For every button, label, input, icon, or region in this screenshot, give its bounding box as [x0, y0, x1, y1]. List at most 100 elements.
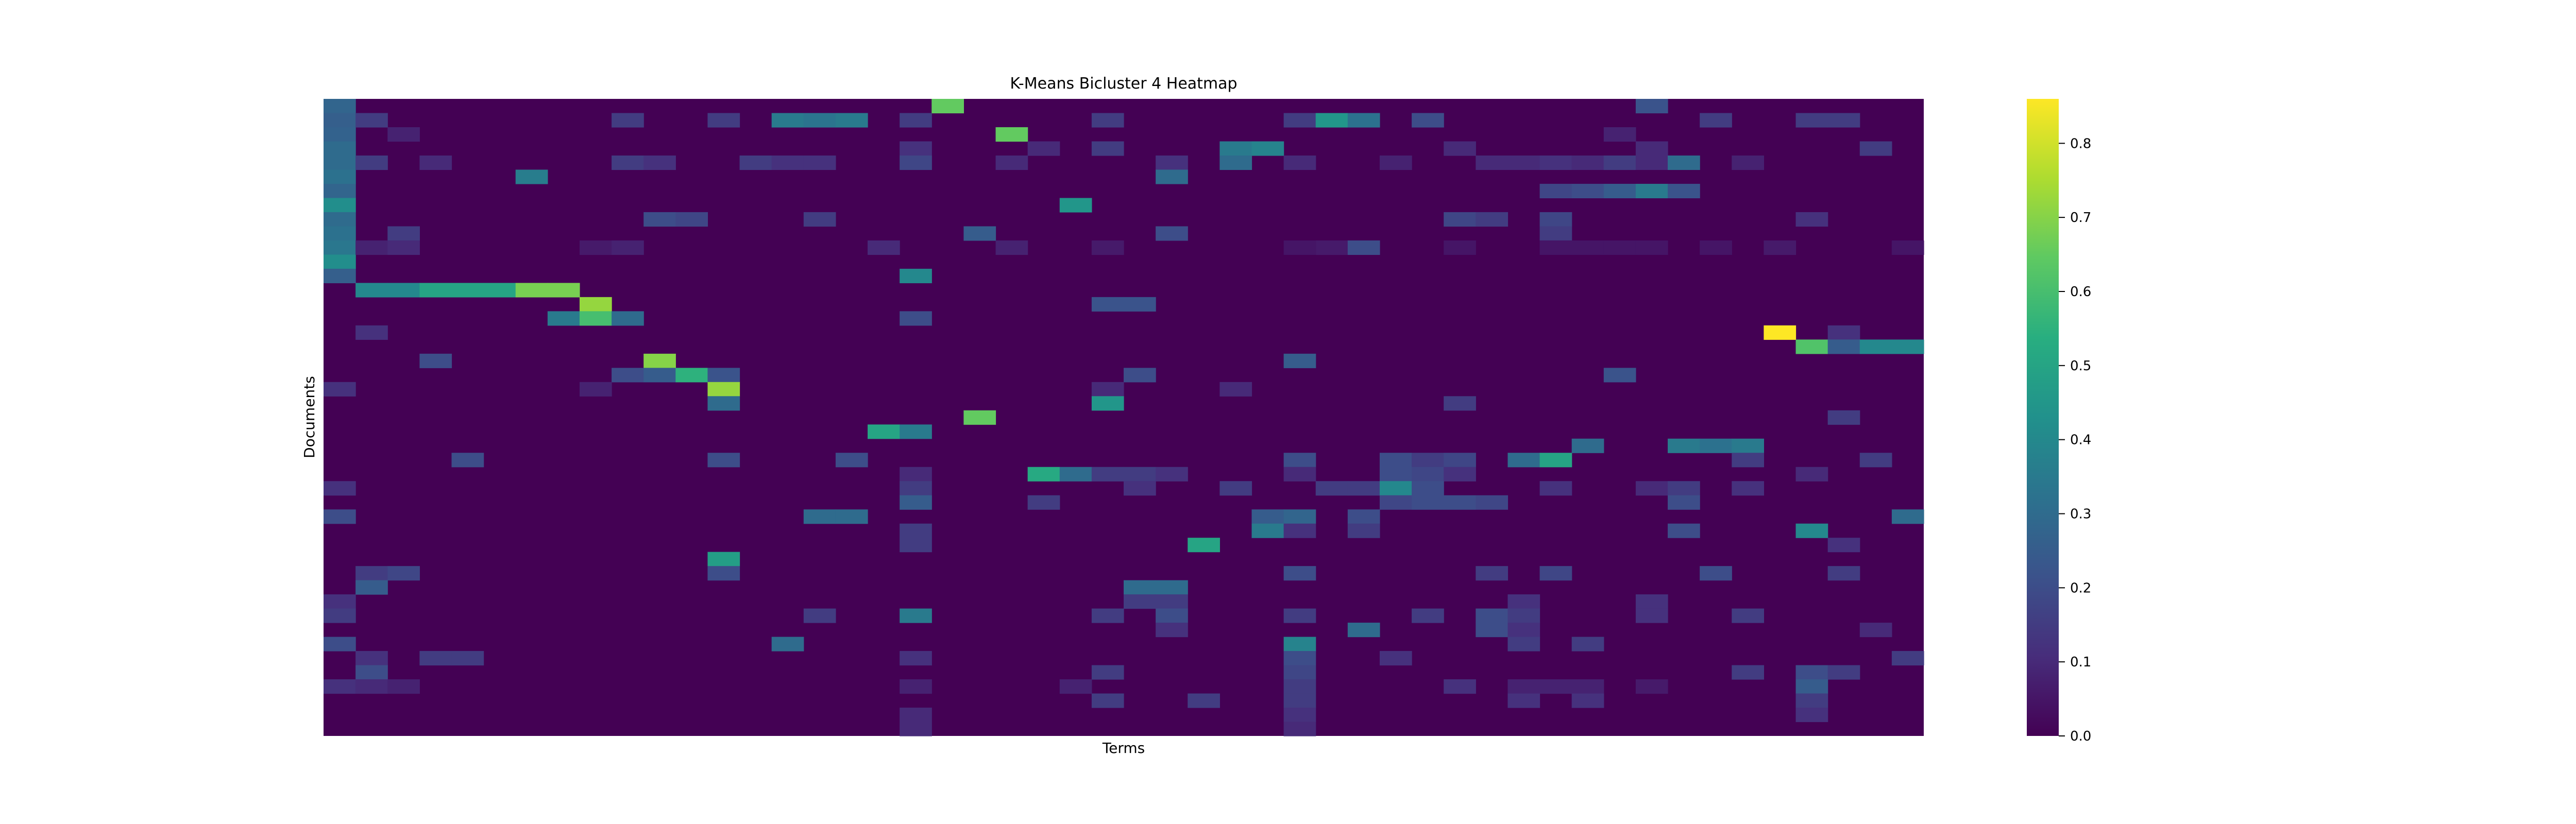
heatmap-cell [995, 240, 1028, 255]
heatmap-cell [1795, 693, 1828, 708]
heatmap-cell [1827, 566, 1860, 581]
heatmap-cell [1283, 353, 1316, 368]
heatmap-cell [643, 155, 676, 170]
heatmap-cell [1507, 637, 1540, 651]
heatmap-cell [1827, 113, 1860, 128]
heatmap-cell [1827, 325, 1860, 340]
heatmap-cell [324, 127, 356, 142]
heatmap-cell [900, 722, 932, 736]
heatmap-cell [643, 353, 676, 368]
heatmap-cell [1315, 113, 1348, 128]
heatmap-cell [324, 382, 356, 397]
heatmap-cell [1251, 509, 1284, 524]
heatmap-cell [1635, 481, 1668, 496]
heatmap-cell [1571, 438, 1604, 453]
heatmap-cell [803, 155, 836, 170]
heatmap-cell [931, 99, 964, 114]
heatmap-cell [1219, 382, 1252, 397]
heatmap-cell [1827, 410, 1860, 425]
heatmap-cell [675, 368, 708, 383]
heatmap-cell [900, 424, 932, 439]
heatmap-cell [707, 453, 740, 468]
heatmap-cell [1091, 693, 1124, 708]
heatmap-cell [387, 566, 420, 581]
heatmap-cell [483, 283, 516, 298]
heatmap-cell [387, 283, 420, 298]
heatmap-cell [1859, 453, 1892, 468]
heatmap-cell [451, 651, 484, 666]
heatmap-cell [1124, 297, 1156, 312]
heatmap-cell [1188, 538, 1220, 553]
heatmap-cell [1347, 113, 1380, 128]
colorbar-tick-label: 0.3 [2070, 506, 2091, 522]
heatmap-cell [1283, 113, 1316, 128]
heatmap-cell [324, 169, 356, 184]
heatmap-cell [579, 311, 612, 326]
heatmap-cell [1635, 679, 1668, 694]
heatmap-cell [1412, 481, 1444, 496]
heatmap-cell [1412, 113, 1444, 128]
heatmap-cell [1507, 693, 1540, 708]
heatmap-cell [707, 113, 740, 128]
heatmap-cell [579, 382, 612, 397]
heatmap-cell [1635, 155, 1668, 170]
heatmap-cell [1412, 467, 1444, 482]
heatmap-cells [324, 99, 1924, 736]
heatmap-cell [1603, 240, 1636, 255]
heatmap-cell [1795, 679, 1828, 694]
heatmap-cell [1091, 396, 1124, 411]
heatmap-cell [1571, 679, 1604, 694]
heatmap-cell [324, 183, 356, 199]
heatmap-cell [1283, 651, 1316, 666]
heatmap-cell [419, 155, 452, 170]
heatmap-cell [355, 651, 388, 666]
heatmap-cell [1379, 651, 1412, 666]
heatmap-cell [612, 240, 644, 255]
heatmap-cell [1539, 212, 1572, 227]
heatmap-cell [1764, 325, 1797, 340]
heatmap-cell [868, 240, 900, 255]
heatmap-cell [1827, 665, 1860, 680]
heatmap-cell [324, 509, 356, 524]
heatmap-cell [612, 155, 644, 170]
heatmap-cell [1124, 467, 1156, 482]
colorbar-tick-label: 0.1 [2070, 655, 2091, 670]
heatmap-cell [1539, 679, 1572, 694]
heatmap-cell [1315, 240, 1348, 255]
heatmap-cell [900, 141, 932, 156]
heatmap-cell [612, 368, 644, 383]
heatmap-cell [900, 113, 932, 128]
heatmap-cell [324, 198, 356, 213]
heatmap-cell [324, 226, 356, 241]
heatmap-cell [355, 679, 388, 694]
heatmap-cell [900, 311, 932, 326]
heatmap-cell [1507, 155, 1540, 170]
heatmap-cell [1219, 481, 1252, 496]
heatmap-cell [1700, 113, 1732, 128]
heatmap-cell [1156, 467, 1188, 482]
heatmap-cell [1668, 155, 1700, 170]
heatmap-cell [803, 212, 836, 227]
heatmap-cell [1347, 240, 1380, 255]
heatmap-cell [1507, 679, 1540, 694]
heatmap-cell [1347, 509, 1380, 524]
heatmap-cell [1283, 509, 1316, 524]
heatmap-cell [707, 368, 740, 383]
heatmap-cell [1635, 608, 1668, 623]
heatmap-cell [1859, 623, 1892, 638]
colorbar-tick-label: 0.0 [2070, 729, 2091, 744]
heatmap-cell [324, 679, 356, 694]
heatmap-cell [387, 679, 420, 694]
heatmap-cell [900, 467, 932, 482]
heatmap-cell [900, 538, 932, 553]
heatmap-cell [1507, 453, 1540, 468]
heatmap-cell [707, 566, 740, 581]
heatmap-cell [547, 311, 580, 326]
heatmap-cell [1539, 155, 1572, 170]
heatmap-cell [835, 113, 868, 128]
heatmap-cell [1795, 339, 1828, 354]
heatmap-cell [324, 608, 356, 623]
heatmap-cell [1283, 722, 1316, 736]
heatmap-cell [1476, 623, 1509, 638]
